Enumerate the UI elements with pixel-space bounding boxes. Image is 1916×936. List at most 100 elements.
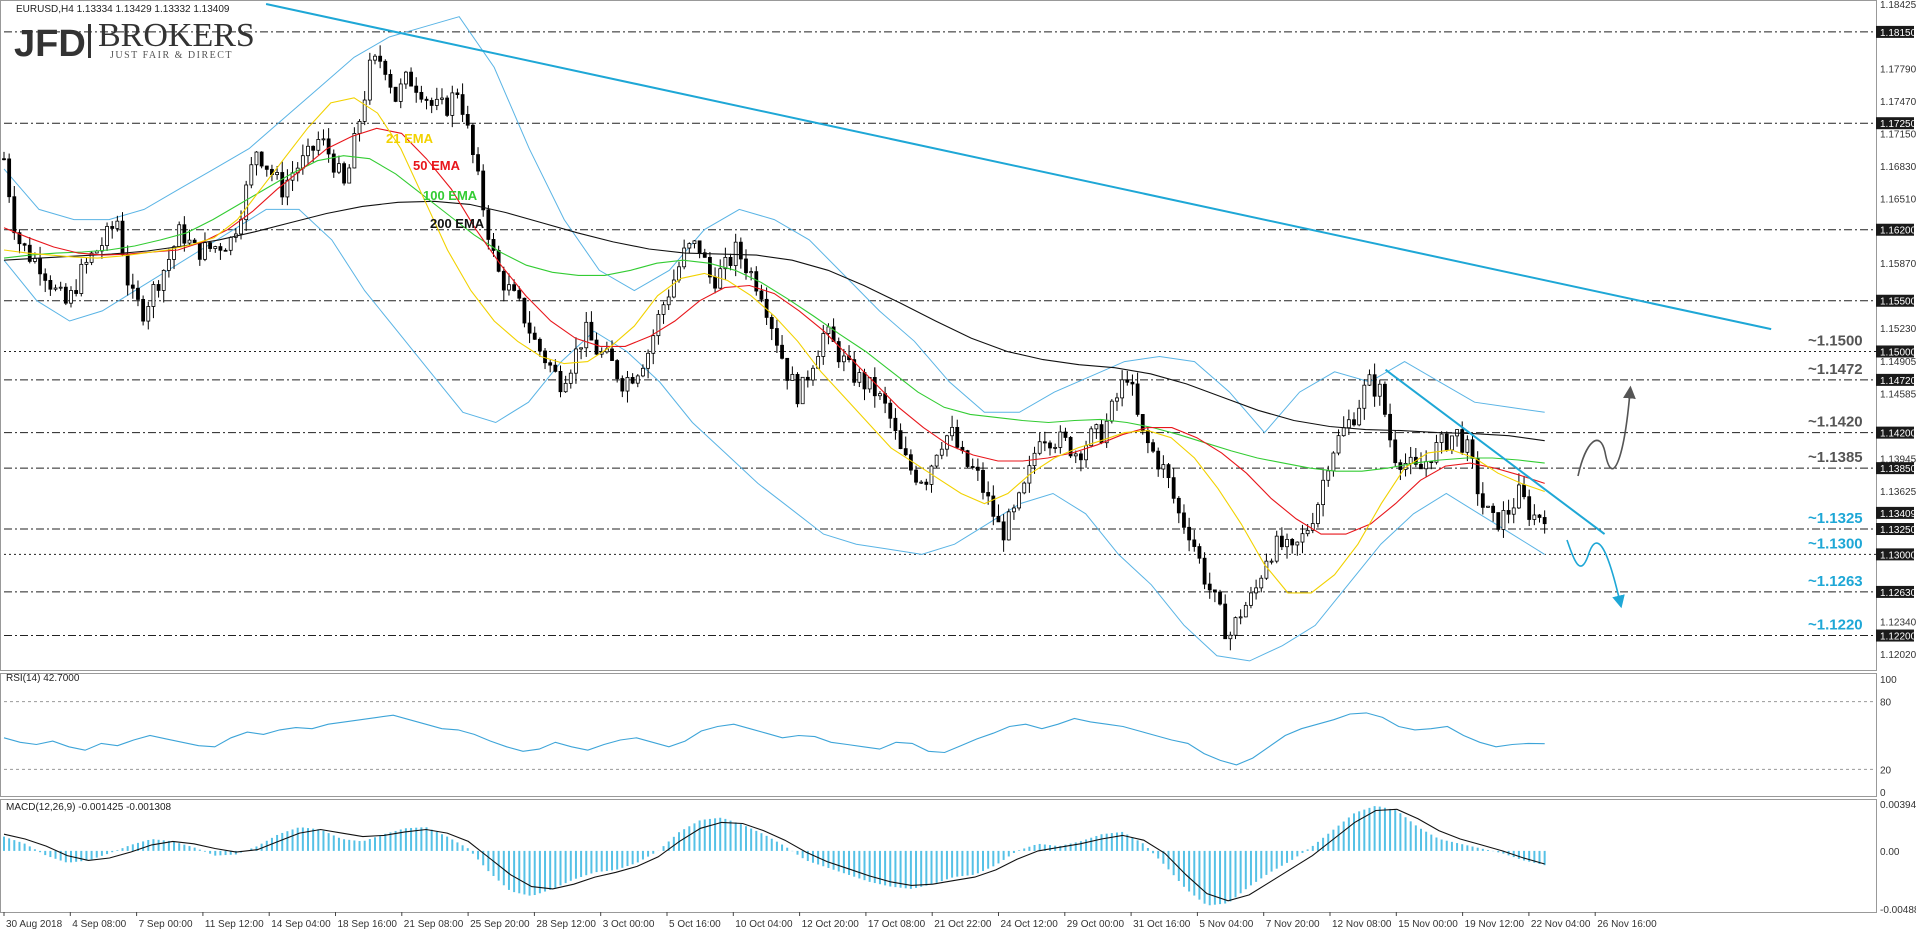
candle-body xyxy=(1352,419,1356,426)
price-axis: 1.18425 1.18150 1.17790 1.17470 1.172501.171… xyxy=(1876,0,1916,661)
candle-body xyxy=(501,270,506,291)
time-tick: 3 Oct 00:00 xyxy=(603,919,655,930)
candle-body xyxy=(986,492,991,497)
candle-body xyxy=(17,232,22,245)
macd-tick: 0.003944 xyxy=(1880,800,1916,811)
candle-body xyxy=(357,120,362,134)
annotation-100-ema: 100 EMA xyxy=(423,188,478,203)
ema50-line xyxy=(3,127,1545,535)
rsi-panel[interactable]: 100 80 20 0 xyxy=(3,675,1897,799)
candle-body xyxy=(1109,400,1114,422)
candle-body xyxy=(1249,592,1253,606)
time-tick: 28 Sep 12:00 xyxy=(536,919,596,930)
candle-body xyxy=(759,290,764,300)
candle-body xyxy=(455,92,460,95)
candle-body xyxy=(1274,535,1279,562)
candle-body xyxy=(388,73,393,88)
candle-body xyxy=(316,139,321,151)
candle-body xyxy=(1444,433,1449,451)
horizontal-levels xyxy=(4,31,1876,637)
short-term-downtrend-trendline xyxy=(1384,368,1606,535)
candle-body xyxy=(924,481,929,485)
trendlines[interactable] xyxy=(265,3,1772,535)
candle-body xyxy=(1151,442,1155,452)
candle-body xyxy=(1388,413,1392,441)
price-tag xyxy=(1876,506,1914,519)
candle-body xyxy=(321,138,326,141)
candle-body xyxy=(945,435,949,450)
price-tick: 1.17790 xyxy=(1880,64,1916,75)
time-tick: 15 Nov 00:00 xyxy=(1398,919,1458,930)
candle-body xyxy=(1321,479,1325,506)
rsi-tick: 20 xyxy=(1880,765,1892,776)
candle-body xyxy=(790,373,795,381)
candle-body xyxy=(1176,497,1181,514)
candle-body xyxy=(337,163,341,173)
candle-body xyxy=(285,179,290,198)
candle-body xyxy=(1125,379,1130,383)
candle-body xyxy=(254,151,259,166)
macd-tick: -0.004887 xyxy=(1880,905,1916,916)
candle-body xyxy=(1197,546,1202,559)
candle-body xyxy=(300,155,305,169)
price-tick: 1.16510 xyxy=(1880,194,1916,205)
candle-body xyxy=(105,226,109,246)
time-tick: 30 Aug 2018 xyxy=(6,919,63,930)
candle-body xyxy=(713,276,717,289)
annotation-21-ema: 21 EMA xyxy=(386,131,434,146)
macd-panel[interactable]: 0.003944 0.00 -0.004887 xyxy=(3,800,1916,916)
time-tick: 10 Oct 04:00 xyxy=(735,919,793,930)
candle-body xyxy=(1156,450,1161,470)
candle-body xyxy=(1346,419,1351,429)
candle-body xyxy=(1017,492,1021,509)
candle-body xyxy=(548,362,553,366)
price-candles[interactable] xyxy=(2,45,1547,651)
level-label: ~1.1472 xyxy=(1808,361,1863,378)
candle-body xyxy=(780,344,784,359)
candle-body xyxy=(1012,507,1016,513)
candle-body xyxy=(306,145,310,157)
level-label: ~1.1325 xyxy=(1808,510,1863,527)
candle-body xyxy=(1470,439,1475,459)
candle-body xyxy=(1207,583,1212,591)
candle-body xyxy=(1228,634,1233,640)
candle-body xyxy=(584,321,589,349)
candle-body xyxy=(259,151,264,167)
price-tag xyxy=(1876,462,1914,475)
candle-body xyxy=(393,86,398,102)
candle-body xyxy=(146,306,151,322)
price-tick: 1.16830 xyxy=(1880,162,1916,173)
price-tick: 1.17150 xyxy=(1880,129,1916,140)
candle-body xyxy=(1120,379,1125,399)
candle-body xyxy=(532,332,537,340)
candle-body xyxy=(805,376,810,381)
candle-body xyxy=(893,417,898,432)
candle-body xyxy=(1279,535,1284,548)
candle-body xyxy=(888,402,893,419)
candle-body xyxy=(1053,446,1058,449)
candle-body xyxy=(486,209,491,240)
candle-body xyxy=(1506,510,1511,515)
price-tick: 1.14200 xyxy=(1880,429,1916,440)
candle-body xyxy=(1202,557,1207,585)
candle-body xyxy=(537,338,542,352)
candle-body xyxy=(197,242,202,260)
candle-body xyxy=(404,71,408,85)
price-tag xyxy=(1876,117,1914,130)
candle-body xyxy=(1104,420,1109,444)
time-tick: 21 Sep 08:00 xyxy=(404,919,464,930)
candle-body xyxy=(342,163,346,184)
candle-body xyxy=(1089,428,1094,447)
candle-body xyxy=(991,495,996,517)
ema200-line xyxy=(3,200,1545,442)
candle-body xyxy=(1001,521,1006,541)
time-tick: 5 Nov 04:00 xyxy=(1199,919,1253,930)
rsi-tick: 100 xyxy=(1880,675,1897,686)
candle-body xyxy=(311,145,316,151)
price-tag xyxy=(1876,585,1914,598)
candle-body xyxy=(749,271,754,274)
candle-body xyxy=(558,370,563,393)
price-tick: 1.17250 xyxy=(1880,119,1916,130)
candle-body xyxy=(1068,437,1073,457)
